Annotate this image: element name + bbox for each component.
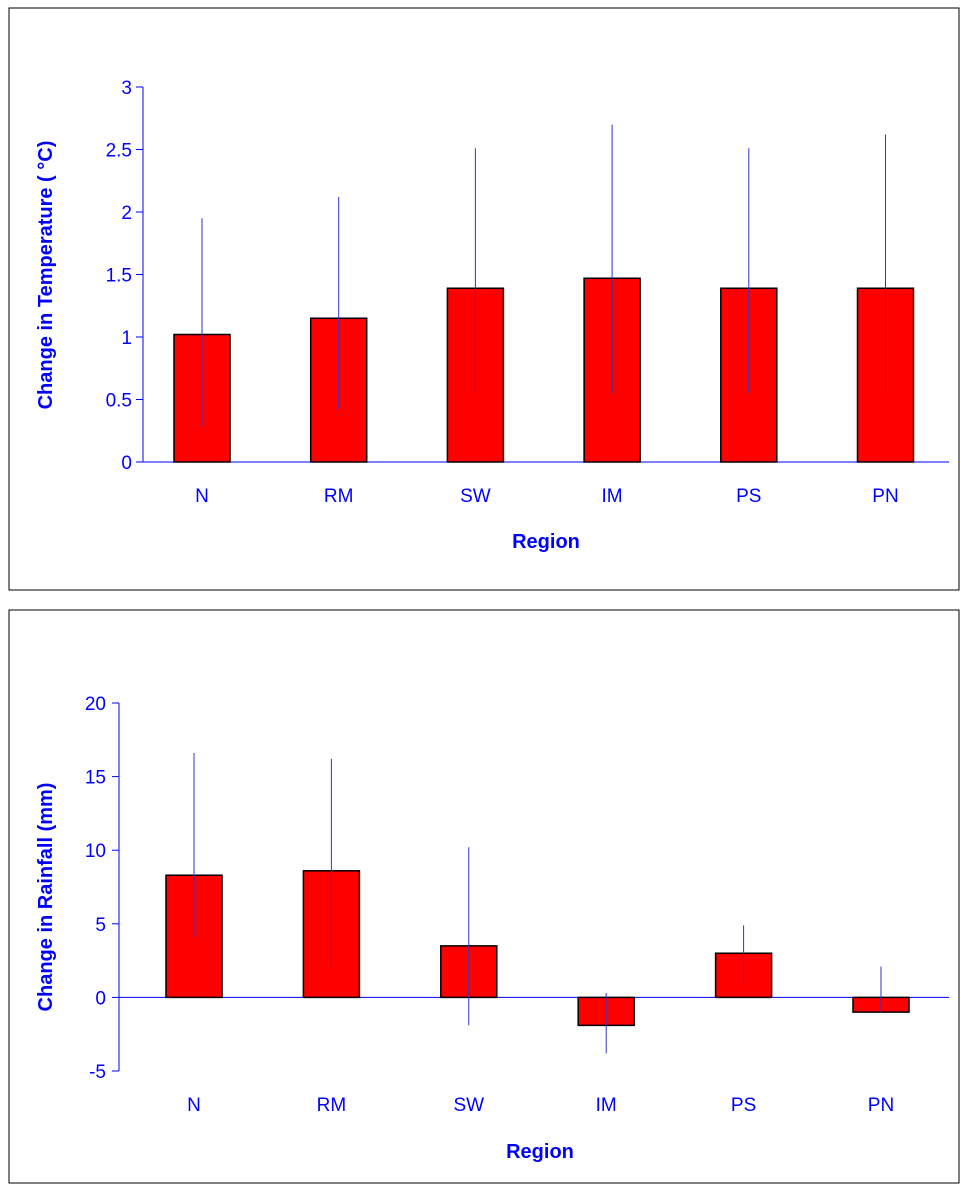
- y-tick-label: 1: [121, 328, 132, 349]
- y-tick-label: 2.5: [106, 141, 132, 162]
- x-tick-label: RM: [324, 486, 354, 507]
- y-tick-label: -5: [89, 1062, 106, 1083]
- y-axis-title: Change in Temperature ( °C): [35, 141, 57, 410]
- y-tick-label: 3: [121, 78, 132, 99]
- y-axis-title: Change in Rainfall (mm): [35, 783, 57, 1012]
- y-tick-label: 2: [121, 203, 132, 224]
- y-tick-label: 0.5: [106, 391, 132, 412]
- rainfall-chart: -5 0 5 10 15 20 N RM SW IM PS PN Region Change in Rai…: [35, 694, 949, 1163]
- x-axis-title: Region: [506, 1141, 574, 1163]
- x-tick-label: N: [187, 1095, 201, 1116]
- x-tick-label: PN: [872, 486, 898, 507]
- x-tick-label: IM: [596, 1095, 617, 1116]
- x-tick-label: SW: [453, 1095, 484, 1116]
- x-tick-label: PS: [731, 1095, 756, 1116]
- y-tick-label: 20: [85, 694, 106, 715]
- x-tick-label: N: [195, 486, 209, 507]
- y-tick-label: 10: [85, 841, 106, 862]
- x-tick-label: PS: [736, 486, 761, 507]
- y-tick-label: 5: [95, 915, 106, 936]
- y-tick-label: 0: [95, 988, 106, 1009]
- x-tick-label: SW: [460, 486, 491, 507]
- x-axis-title: Region: [512, 531, 580, 553]
- y-tick-label: 0: [121, 453, 132, 474]
- x-tick-label: RM: [317, 1095, 347, 1116]
- x-tick-label: PN: [868, 1095, 894, 1116]
- y-tick-label: 1.5: [106, 266, 132, 287]
- x-tick-label: IM: [602, 486, 623, 507]
- temperature-chart: 0 0.5 1 1.5 2 2.5 3 N RM SW IM PS PN Region Change in …: [35, 78, 949, 553]
- y-tick-label: 15: [85, 768, 106, 789]
